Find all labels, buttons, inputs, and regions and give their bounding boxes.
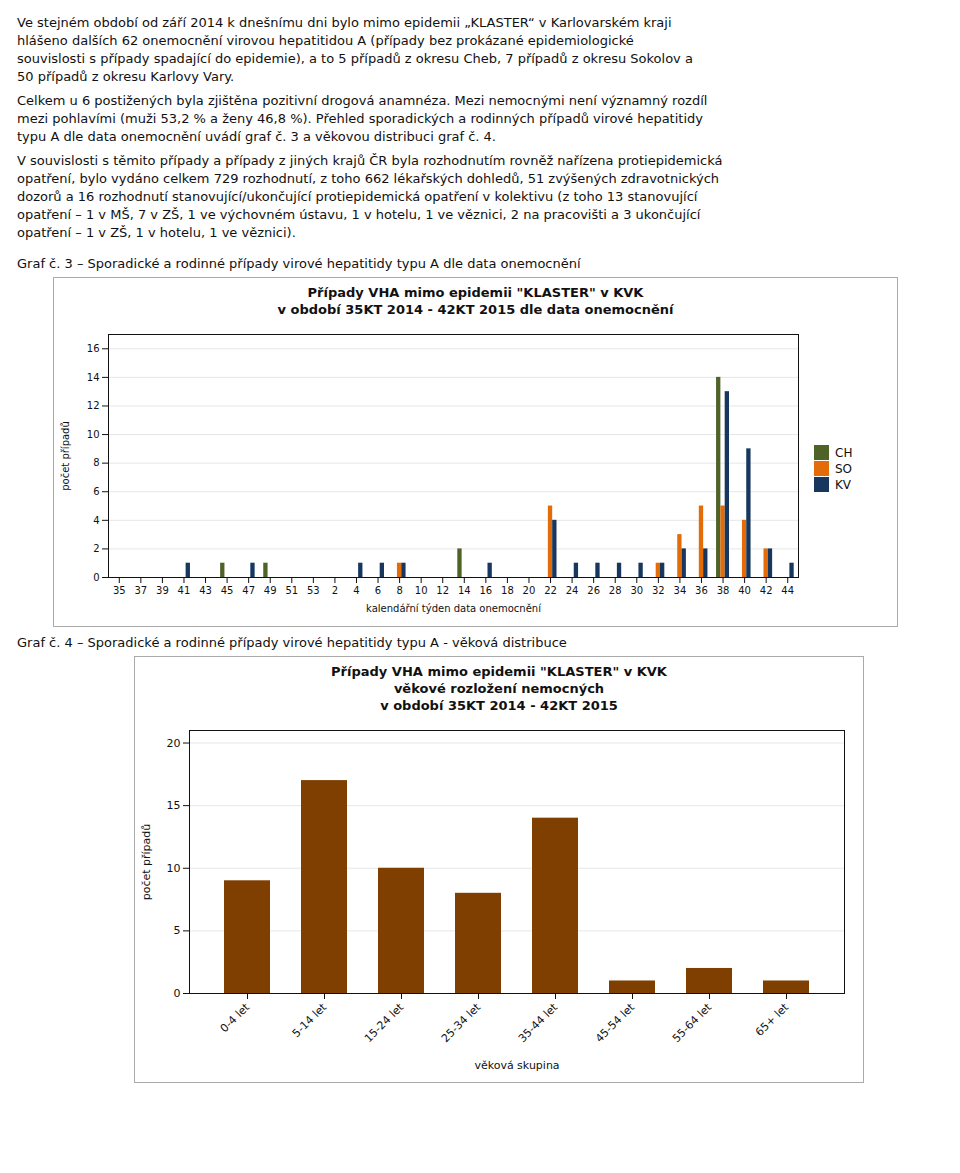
svg-text:18: 18 (501, 585, 514, 596)
svg-text:44: 44 (781, 585, 794, 596)
svg-text:45-54 let: 45-54 let (593, 1000, 638, 1045)
svg-text:34: 34 (674, 585, 687, 596)
html-text:opatření, bylo vydáno celkem 7: opatření, bylo vydáno celkem 729 rozhodn… (17, 171, 720, 186)
svg-text:22: 22 (544, 585, 557, 596)
html-text:KV: KV (835, 477, 852, 492)
svg-text:38: 38 (717, 585, 730, 596)
svg-text:24: 24 (566, 585, 579, 596)
svg-text:6: 6 (375, 585, 381, 596)
html-text:opatření – 1 v MŠ, 7 v ZŠ, 1 v: opatření – 1 v MŠ, 7 v ZŠ, 1 ve výchovné… (17, 207, 701, 222)
svg-text:4: 4 (93, 515, 99, 526)
svg-text:12: 12 (436, 585, 449, 596)
svg-text:45: 45 (221, 585, 234, 596)
svg-text:0-4 let: 0-4 let (218, 1000, 253, 1035)
svg-text:počet případů: počet případů (140, 824, 153, 901)
svg-text:5-14 let: 5-14 let (290, 1000, 330, 1040)
svg-text:kalendářní týden data onemocně: kalendářní týden data onemocnění (366, 603, 542, 614)
svg-text:37: 37 (134, 585, 147, 596)
svg-text:41: 41 (178, 585, 191, 596)
svg-text:42: 42 (760, 585, 773, 596)
svg-text:16: 16 (479, 585, 492, 596)
html-text:typu A dle data onemocnění uvá: typu A dle data onemocnění uvádí graf č.… (17, 129, 496, 144)
html-text:50 případů z okresu Karlovy Va: 50 případů z okresu Karlovy Vary. (17, 69, 235, 84)
svg-text:10: 10 (87, 429, 100, 440)
html-text:souvislosti s případy spadajíc: souvislosti s případy spadající do epide… (17, 51, 693, 66)
svg-text:20: 20 (523, 585, 536, 596)
svg-text:12: 12 (87, 400, 100, 411)
svg-text:20: 20 (167, 737, 181, 750)
svg-text:počet případů: počet případů (60, 421, 71, 491)
html-text:hlášeno dalších 62 onemocnění: hlášeno dalších 62 onemocnění virovou he… (17, 33, 634, 48)
svg-text:35-44 let: 35-44 let (516, 1000, 561, 1045)
html-text:Celkem u 6 postižených byla zj: Celkem u 6 postižených byla zjištěna poz… (17, 93, 708, 108)
svg-text:39: 39 (156, 585, 169, 596)
svg-text:15-24 let: 15-24 let (362, 1000, 407, 1045)
svg-text:8: 8 (396, 585, 402, 596)
html-text:Graf č. 4 – Sporadické a rodin: Graf č. 4 – Sporadické a rodinné případy… (17, 635, 567, 650)
html-text:mezi pohlavími (muži 53,2 % a: mezi pohlavími (muži 53,2 % a ženy 46,8 … (17, 111, 703, 126)
html-text:Ve stejném období od září 2014: Ve stejném období od září 2014 k dnešním… (17, 15, 672, 30)
svg-text:26: 26 (587, 585, 600, 596)
svg-text:30: 30 (630, 585, 643, 596)
svg-text:47: 47 (242, 585, 255, 596)
svg-text:65+ let: 65+ let (753, 1000, 792, 1039)
svg-text:věková skupina: věková skupina (474, 1059, 559, 1072)
svg-text:10: 10 (167, 862, 181, 875)
html-text:V souvislosti s těmito případy: V souvislosti s těmito případy a případy… (17, 153, 723, 168)
svg-text:15: 15 (167, 799, 181, 812)
svg-text:36: 36 (695, 585, 708, 596)
svg-text:43: 43 (199, 585, 212, 596)
svg-text:32: 32 (652, 585, 665, 596)
svg-text:8: 8 (93, 457, 99, 468)
svg-text:35: 35 (113, 585, 126, 596)
svg-text:51: 51 (285, 585, 298, 596)
svg-text:2: 2 (332, 585, 338, 596)
html-text:Graf č. 3 – Sporadické a rodin: Graf č. 3 – Sporadické a rodinné případy… (17, 256, 581, 271)
svg-text:10: 10 (415, 585, 428, 596)
html-text:opatření – 1 v ZŠ, 1 v hotelu,: opatření – 1 v ZŠ, 1 v hotelu, 1 ve vězn… (17, 225, 296, 240)
svg-text:0: 0 (174, 987, 181, 1000)
svg-text:5: 5 (174, 924, 181, 937)
svg-text:53: 53 (307, 585, 320, 596)
svg-text:4: 4 (353, 585, 359, 596)
svg-text:25-34 let: 25-34 let (439, 1000, 484, 1045)
svg-text:28: 28 (609, 585, 622, 596)
html-text:Případy VHA mimo epidemii "KLA: Případy VHA mimo epidemii "KLASTER" v KV… (331, 664, 667, 713)
svg-text:0: 0 (93, 572, 99, 583)
svg-text:16: 16 (87, 343, 100, 354)
html-text:Případy VHA mimo epidemii "KLA: Případy VHA mimo epidemii "KLASTER" v KV… (277, 285, 674, 317)
svg-text:6: 6 (93, 486, 99, 497)
html-text:dozorů a 16 rozhodnutí stanovu: dozorů a 16 rozhodnutí stanovující/ukonč… (17, 189, 698, 204)
html-text:CH: CH (835, 445, 853, 460)
svg-text:2: 2 (93, 543, 99, 554)
svg-text:40: 40 (738, 585, 751, 596)
svg-text:55-64 let: 55-64 let (670, 1000, 715, 1045)
html-text:SO: SO (835, 461, 853, 476)
svg-text:14: 14 (87, 372, 100, 383)
svg-text:49: 49 (264, 585, 277, 596)
svg-text:14: 14 (458, 585, 471, 596)
